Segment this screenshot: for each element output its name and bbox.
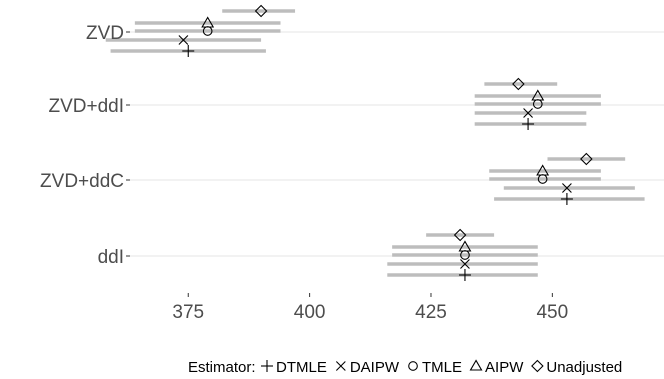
legend-label-tmle: TMLE [422, 359, 462, 376]
y-axis: ZVD ZVD+ddI ZVD+ddC ddI [40, 23, 130, 268]
point-dtmle [522, 118, 535, 130]
point-daipw [562, 183, 572, 193]
legend-label-aipw: AIPW [485, 359, 524, 376]
legend: Estimator: DTMLE DAIPW TMLE AIPW Unadjusted [188, 359, 622, 376]
point-daipw [178, 35, 189, 45]
y-tick-label: ZVD [86, 23, 124, 44]
point-dtmle [560, 193, 573, 205]
point-aipw [458, 240, 472, 252]
point-dtmle [458, 269, 471, 281]
legend-label-unadjusted: Unadjusted [546, 359, 622, 376]
point-aipw [201, 16, 215, 28]
legend-key-daipw [335, 361, 346, 371]
point-estimates [178, 4, 593, 281]
legend-label-daipw: DAIPW [350, 359, 400, 376]
x-tick-label: 375 [172, 302, 204, 323]
point-daipw [523, 108, 533, 118]
point-aipw [531, 89, 545, 101]
point-unadjusted [580, 152, 593, 166]
confidence-intervals [105, 9, 645, 277]
legend-key-tmle [408, 361, 418, 371]
legend-key-unadjusted [531, 359, 544, 373]
y-tick-label: ddI [98, 247, 124, 268]
point-unadjusted [512, 77, 525, 91]
x-axis: 375 400 425 450 [172, 293, 568, 323]
x-tick-label: 450 [536, 302, 568, 323]
x-tick-label: 425 [415, 302, 447, 323]
legend-title: Estimator: [188, 359, 256, 376]
y-tick-label: ZVD+ddC [40, 171, 124, 192]
gridlines [130, 31, 664, 257]
point-daipw [460, 259, 470, 269]
point-aipw [536, 164, 550, 176]
point-unadjusted [453, 228, 467, 242]
legend-label-dtmle: DTMLE [276, 359, 327, 376]
legend-key-dtmle [261, 360, 273, 372]
y-tick-label: ZVD+ddI [48, 96, 124, 117]
point-dtmle [182, 45, 195, 57]
x-tick-label: 400 [294, 302, 326, 323]
legend-key-aipw [469, 359, 483, 371]
point-unadjusted [254, 4, 268, 18]
